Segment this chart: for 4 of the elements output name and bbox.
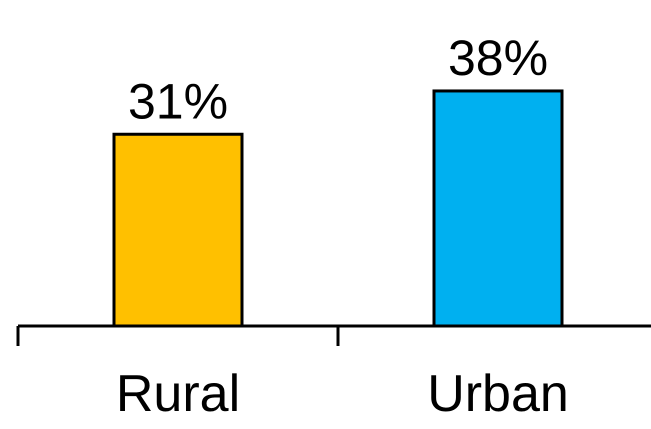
data-label: 38%: [448, 30, 548, 86]
data-label: 31%: [128, 73, 228, 130]
x-tick-label: Rural: [116, 364, 240, 423]
x-tick-label: Urban: [427, 364, 569, 423]
